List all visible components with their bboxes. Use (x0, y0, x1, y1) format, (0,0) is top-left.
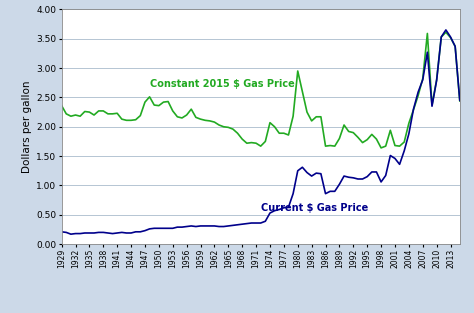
Text: Constant 2015 $ Gas Price: Constant 2015 $ Gas Price (150, 79, 294, 89)
Y-axis label: Dollars per gallon: Dollars per gallon (22, 80, 32, 173)
Text: Current $ Gas Price: Current $ Gas Price (261, 203, 368, 213)
